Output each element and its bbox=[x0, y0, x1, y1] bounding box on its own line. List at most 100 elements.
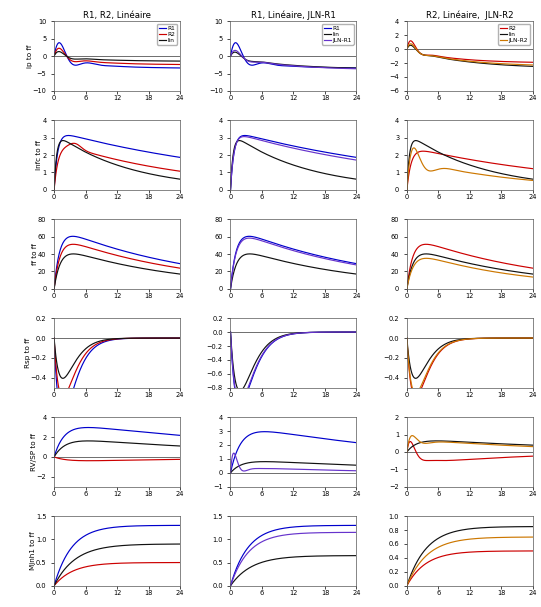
lin bbox=[530, 63, 536, 70]
Title: R2, Linéaire,  JLN-R2: R2, Linéaire, JLN-R2 bbox=[426, 11, 514, 21]
R2 bbox=[479, 548, 485, 555]
lin bbox=[51, 453, 58, 460]
JLN-R2 bbox=[479, 171, 485, 178]
lin bbox=[342, 64, 348, 72]
R2 bbox=[126, 334, 133, 342]
Line: lin: lin bbox=[54, 52, 180, 61]
R1 bbox=[128, 145, 135, 152]
R2 bbox=[126, 255, 133, 262]
R1 bbox=[302, 249, 309, 256]
JLN-R1 bbox=[334, 257, 340, 265]
R1 bbox=[65, 132, 71, 139]
JLN-R2 bbox=[404, 446, 411, 453]
lin bbox=[302, 63, 309, 70]
R1 bbox=[165, 522, 171, 529]
JLN-R1 bbox=[305, 251, 311, 258]
R2 bbox=[518, 58, 525, 66]
lin bbox=[407, 42, 414, 49]
JLN-R1 bbox=[246, 234, 253, 242]
lin bbox=[510, 268, 517, 275]
lin bbox=[126, 165, 133, 172]
Line: R2: R2 bbox=[407, 151, 533, 190]
JLN-R1 bbox=[227, 582, 234, 589]
R2 bbox=[481, 548, 487, 555]
Line: R2: R2 bbox=[54, 338, 180, 396]
Line: lin: lin bbox=[407, 338, 533, 378]
R1 bbox=[177, 64, 183, 72]
R1 bbox=[60, 412, 66, 419]
lin bbox=[166, 442, 172, 449]
lin bbox=[478, 524, 485, 532]
R2 bbox=[530, 452, 536, 459]
R2 bbox=[126, 60, 133, 67]
R2 bbox=[56, 44, 62, 52]
lin bbox=[518, 441, 525, 449]
lin bbox=[165, 540, 171, 548]
lin bbox=[353, 552, 360, 559]
lin bbox=[51, 178, 58, 185]
JLN-R2 bbox=[510, 175, 517, 182]
lin bbox=[302, 459, 309, 467]
Line: lin: lin bbox=[54, 141, 180, 190]
R1 bbox=[227, 285, 234, 293]
JLN-R2 bbox=[479, 441, 485, 448]
lin bbox=[126, 439, 133, 447]
lin bbox=[530, 271, 536, 278]
JLN-R1 bbox=[228, 52, 234, 59]
lin bbox=[479, 165, 485, 172]
R1 bbox=[157, 522, 163, 529]
R1 bbox=[51, 285, 57, 293]
JLN-R1 bbox=[228, 581, 234, 588]
R2 bbox=[479, 158, 485, 165]
R1 bbox=[305, 433, 311, 440]
lin bbox=[51, 52, 57, 59]
JLN-R2 bbox=[481, 441, 487, 448]
Line: lin: lin bbox=[54, 441, 180, 457]
lin bbox=[166, 58, 172, 65]
Line: R2: R2 bbox=[407, 338, 533, 396]
JLN-R1 bbox=[353, 328, 360, 336]
JLN-R2 bbox=[404, 186, 410, 194]
lin bbox=[166, 174, 172, 181]
Line: R1: R1 bbox=[54, 427, 180, 457]
R1 bbox=[237, 401, 243, 409]
R2 bbox=[51, 453, 58, 461]
lin bbox=[530, 175, 536, 183]
R1 bbox=[177, 432, 183, 439]
R1 bbox=[342, 152, 348, 159]
R1 bbox=[227, 328, 234, 336]
R2 bbox=[86, 457, 93, 464]
R1 bbox=[85, 424, 91, 431]
R2 bbox=[177, 559, 183, 566]
lin bbox=[247, 250, 253, 257]
R1 bbox=[51, 180, 58, 187]
JLN-R2 bbox=[479, 59, 485, 66]
R1 bbox=[128, 63, 135, 70]
JLN-R1 bbox=[227, 285, 234, 293]
JLN-R2 bbox=[423, 255, 430, 262]
JLN-R2 bbox=[530, 334, 536, 342]
R2 bbox=[70, 140, 77, 147]
JLN-R1 bbox=[334, 64, 340, 72]
R1 bbox=[334, 151, 340, 158]
R2 bbox=[177, 265, 183, 272]
R2 bbox=[481, 455, 488, 462]
Legend: R2, lin, JLN-R2: R2, lin, JLN-R2 bbox=[498, 24, 530, 45]
Line: JLN-R1: JLN-R1 bbox=[230, 332, 357, 402]
JLN-R2 bbox=[479, 266, 485, 273]
R1 bbox=[128, 249, 135, 257]
Y-axis label: Mjnh1 to ff: Mjnh1 to ff bbox=[30, 532, 36, 570]
R2 bbox=[51, 51, 58, 58]
lin bbox=[126, 334, 133, 342]
R1 bbox=[228, 337, 234, 344]
R1 bbox=[305, 249, 311, 257]
Line: lin: lin bbox=[407, 141, 533, 190]
lin bbox=[404, 282, 411, 290]
lin bbox=[481, 439, 487, 447]
R1 bbox=[341, 522, 348, 529]
JLN-R2 bbox=[518, 272, 525, 279]
R1 bbox=[56, 39, 62, 46]
Line: R1: R1 bbox=[230, 526, 357, 586]
lin bbox=[128, 57, 135, 64]
R2 bbox=[177, 456, 183, 463]
